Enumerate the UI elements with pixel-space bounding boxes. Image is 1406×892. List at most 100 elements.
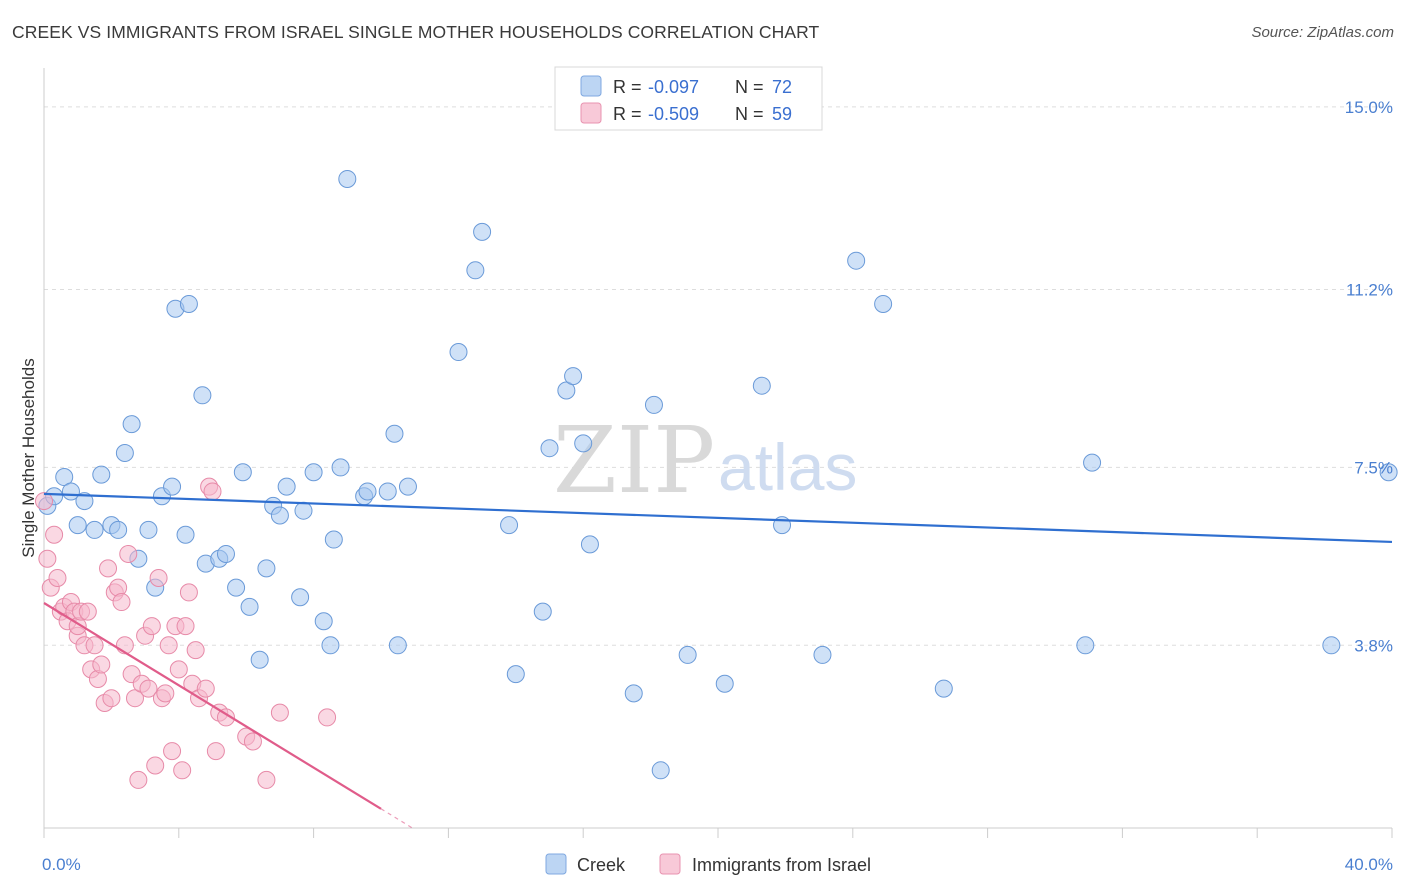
israel-point — [169, 660, 188, 679]
creek-n-label: N = — [735, 77, 764, 97]
creek-trend-line — [43, 492, 1393, 544]
creek-point — [257, 559, 276, 578]
creek-point — [449, 343, 468, 362]
creek-point — [270, 506, 289, 525]
creek-point — [651, 761, 670, 780]
creek-point — [163, 477, 182, 496]
creek-point — [644, 395, 663, 414]
trend-lines — [43, 492, 1393, 830]
creek-point — [564, 367, 583, 386]
creek-point — [813, 645, 832, 664]
creek-point — [388, 636, 407, 655]
creek-point — [85, 520, 104, 539]
creek-point — [324, 530, 343, 549]
israel-n-value: 59 — [772, 104, 792, 124]
creek-point — [233, 463, 252, 482]
israel-n-label: N = — [735, 104, 764, 124]
creek-point — [398, 477, 417, 496]
creek-point — [466, 261, 485, 280]
creek-point — [540, 439, 559, 458]
creek-r-value: -0.097 — [648, 77, 699, 97]
israel-point — [173, 761, 192, 780]
y-tick-label: 11.2% — [1346, 281, 1393, 300]
creek-point — [506, 665, 525, 684]
legend-israel-swatch — [659, 853, 681, 875]
y-tick-label: 3.8% — [1354, 636, 1393, 655]
y-axis-label: Single Mother Households — [19, 358, 38, 557]
creek-point — [1322, 636, 1341, 655]
creek-point — [678, 645, 697, 664]
creek-point — [277, 477, 296, 496]
creek-point — [122, 415, 141, 434]
israel-r-value: -0.509 — [648, 104, 699, 124]
israel-point — [119, 544, 138, 563]
creek-point — [533, 602, 552, 621]
gridlines — [44, 106, 1392, 646]
creek-point — [193, 386, 212, 405]
israel-point — [48, 569, 67, 587]
israel-point — [102, 689, 121, 708]
israel-point — [112, 593, 131, 612]
creek-point — [294, 501, 313, 520]
israel-trend-line — [43, 602, 382, 810]
creek-r-label: R = — [613, 77, 642, 97]
legend-israel-label: Immigrants from Israel — [692, 855, 871, 875]
israel-point — [149, 569, 168, 587]
israel-point — [146, 756, 165, 775]
creek-point — [240, 597, 259, 616]
creek-point — [304, 463, 323, 482]
israel-point — [99, 559, 118, 578]
watermark-zip: ZIP — [553, 407, 715, 514]
creek-point — [624, 684, 643, 703]
creek-point — [752, 376, 771, 395]
watermark: ZIP atlas — [553, 407, 857, 514]
israel-point — [179, 583, 198, 602]
axes — [43, 68, 1393, 838]
israel-point — [38, 549, 57, 568]
creek-point — [574, 434, 593, 453]
creek-point — [92, 465, 111, 484]
israel-point — [163, 742, 182, 761]
israel-point — [176, 617, 195, 636]
y-tick-labels: 3.8% 7.5% 11.2% 15.0% — [1345, 98, 1393, 655]
israel-point — [318, 708, 337, 727]
creek-point — [500, 516, 519, 535]
creek-point — [874, 294, 893, 313]
israel-point — [186, 641, 205, 660]
israel-point — [92, 655, 111, 674]
creek-point — [378, 482, 397, 501]
x-tick-min: 0.0% — [42, 855, 81, 874]
creek-point — [291, 588, 310, 607]
creek-point — [139, 520, 158, 539]
creek-point — [331, 458, 350, 477]
creek-point — [1083, 453, 1102, 472]
y-tick-label: 7.5% — [1354, 458, 1393, 477]
creek-point — [115, 444, 134, 462]
israel-point — [196, 679, 215, 698]
creek-point — [176, 525, 195, 544]
creek-point — [216, 544, 235, 563]
israel-point — [142, 617, 161, 636]
creek-point — [75, 492, 94, 511]
series-legend: Creek Immigrants from Israel — [545, 853, 871, 875]
creek-point — [109, 520, 128, 539]
creek-point — [250, 650, 269, 669]
creek-point — [473, 222, 492, 241]
creek-point — [358, 482, 377, 501]
creek-point — [314, 612, 333, 631]
israel-swatch — [580, 102, 602, 124]
creek-points — [38, 169, 1398, 780]
creek-n-value: 72 — [772, 77, 792, 97]
israel-point — [78, 602, 97, 621]
israel-point — [203, 482, 222, 501]
israel-point — [85, 636, 104, 655]
israel-point — [139, 679, 158, 698]
israel-point — [243, 732, 262, 751]
y-tick-label: 15.0% — [1345, 98, 1393, 117]
creek-point — [227, 578, 246, 597]
creek-point — [385, 424, 404, 443]
creek-point — [68, 516, 87, 535]
israel-point — [270, 703, 289, 722]
creek-point — [847, 251, 866, 270]
